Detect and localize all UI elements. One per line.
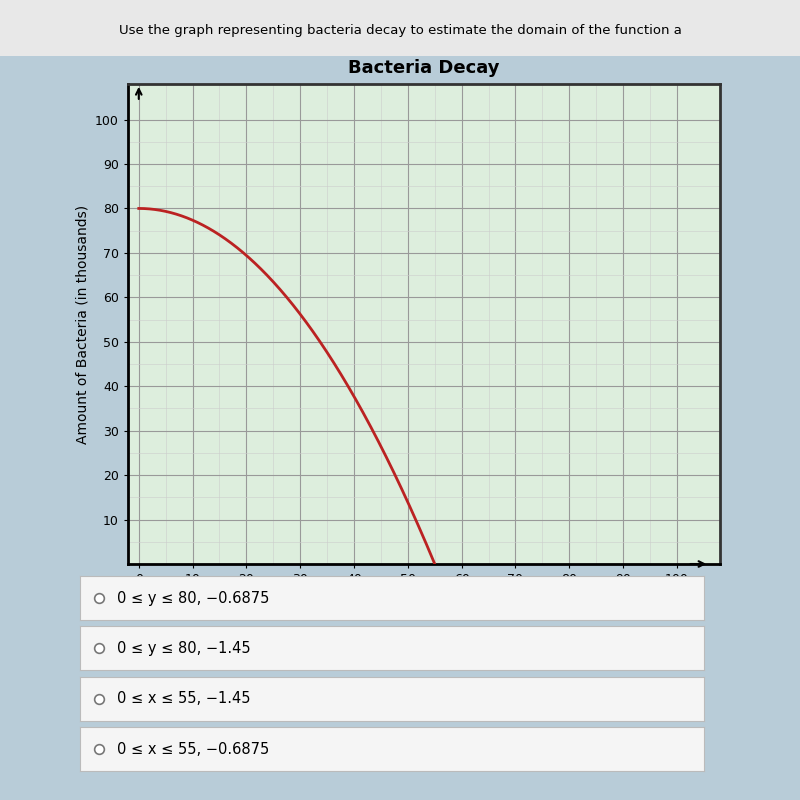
Text: 0 ≤ y ≤ 80, −0.6875: 0 ≤ y ≤ 80, −0.6875 [118,590,270,606]
Y-axis label: Amount of Bacteria (in thousands): Amount of Bacteria (in thousands) [75,205,90,443]
Text: 0 ≤ y ≤ 80, −1.45: 0 ≤ y ≤ 80, −1.45 [118,641,251,656]
Title: Bacteria Decay: Bacteria Decay [348,59,500,77]
Text: 0 ≤ x ≤ 55, −0.6875: 0 ≤ x ≤ 55, −0.6875 [118,742,270,757]
Text: 0 ≤ x ≤ 55, −1.45: 0 ≤ x ≤ 55, −1.45 [118,691,251,706]
Text: 0: 0 [130,586,138,599]
Text: Use the graph representing bacteria decay to estimate the domain of the function: Use the graph representing bacteria deca… [118,24,682,38]
X-axis label: Amount of Time (in minutes): Amount of Time (in minutes) [312,591,536,606]
